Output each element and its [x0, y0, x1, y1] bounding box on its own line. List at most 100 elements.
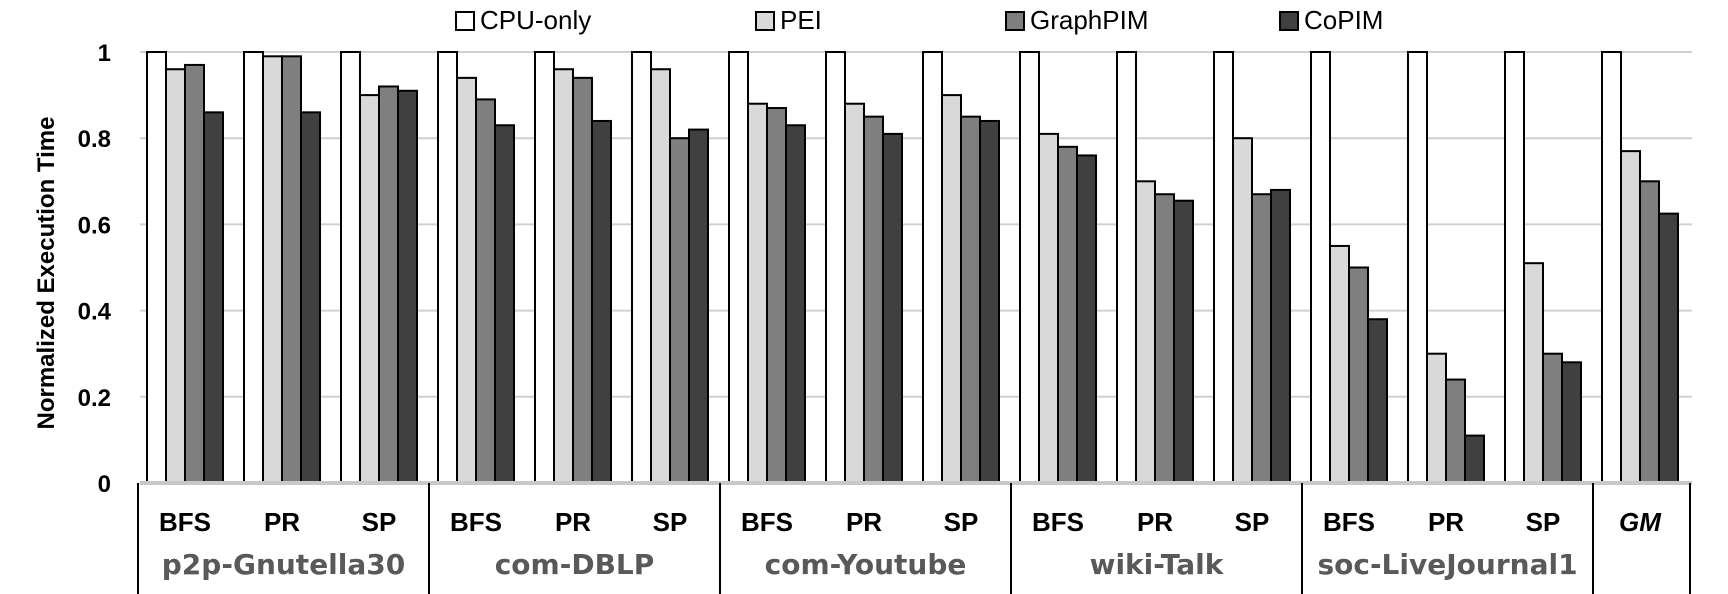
bar-pei-6: [747, 102, 768, 484]
group-label: wiki-Talk: [1090, 548, 1225, 581]
legend-swatch: [455, 11, 475, 31]
group-label: com-DBLP: [495, 548, 655, 581]
bar-pei-4: [553, 68, 574, 485]
bar-copim-3: [494, 124, 515, 485]
bar-copim-6: [785, 124, 806, 485]
x-tick-label: PR: [1137, 507, 1173, 537]
y-tick-label: 0.4: [78, 299, 112, 326]
bar-cpu-only-12: [1310, 51, 1331, 484]
legend-swatch: [755, 11, 775, 31]
x-tick-label: BFS: [1323, 507, 1375, 537]
bar-copim-13: [1464, 434, 1485, 484]
x-tick-label: SP: [653, 507, 688, 537]
bar-graphpim-1: [281, 55, 302, 485]
bar-graphpim-7: [863, 115, 884, 485]
bar-cpu-only-3: [437, 51, 458, 484]
bar-graphpim-9: [1057, 145, 1078, 484]
legend: CPU-only PEI GraphPIM CoPIM: [455, 5, 1383, 35]
bar-graphpim-13: [1445, 378, 1466, 484]
bar-cpu-only-0: [146, 51, 167, 484]
y-tick-label: 1: [98, 40, 111, 67]
bar-copim-2: [397, 89, 418, 484]
legend-label: CoPIM: [1304, 5, 1383, 35]
bar-pei-12: [1329, 244, 1350, 484]
x-category-labels: BFS PR SP BFS PR SP BFS PR SP BFS PR SP BFS PR SP GM: [159, 507, 1662, 537]
bar-pei-8: [941, 94, 962, 484]
group-label: com-Youtube: [765, 548, 967, 581]
bar-graphpim-8: [960, 115, 981, 485]
bars: [146, 51, 1679, 485]
x-axis: [137, 481, 1692, 594]
group-label: p2p-Gnutella30: [162, 548, 405, 581]
x-tick-label: GM: [1619, 507, 1662, 537]
group-labels: p2p-Gnutella30 com-DBLP com-Youtube wiki-Ta…: [162, 548, 1578, 581]
bar-copim-12: [1367, 318, 1388, 484]
bar-graphpim-5: [669, 137, 690, 484]
group-label: soc-LiveJournal1: [1317, 548, 1577, 581]
legend-label: GraphPIM: [1030, 5, 1149, 35]
legend-swatch: [1005, 11, 1025, 31]
bar-pei-5: [650, 68, 671, 485]
legend-swatch: [1279, 11, 1299, 31]
bar-copim-10: [1173, 199, 1194, 484]
bar-copim-0: [203, 111, 224, 484]
x-tick-label: PR: [264, 507, 300, 537]
bar-pei-15: [1620, 150, 1641, 484]
legend-label: PEI: [780, 5, 822, 35]
x-tick-label: PR: [555, 507, 591, 537]
bar-graphpim-0: [184, 63, 205, 485]
bar-cpu-only-5: [631, 51, 652, 484]
bar-copim-11: [1270, 188, 1291, 484]
bar-pei-2: [359, 94, 380, 484]
bar-cpu-only-8: [922, 51, 943, 484]
bar-cpu-only-15: [1601, 51, 1622, 484]
bar-pei-11: [1232, 137, 1253, 484]
bar-cpu-only-13: [1407, 51, 1428, 484]
bar-cpu-only-2: [340, 51, 361, 484]
x-tick-label: SP: [1526, 507, 1561, 537]
y-tick-label: 0.2: [78, 385, 111, 412]
x-tick-label: BFS: [159, 507, 211, 537]
y-tick-label: 0.8: [78, 126, 111, 153]
bar-pei-0: [165, 68, 186, 485]
bar-copim-9: [1076, 154, 1097, 484]
bar-cpu-only-11: [1213, 51, 1234, 484]
bar-copim-1: [300, 111, 321, 484]
x-tick-label: PR: [846, 507, 882, 537]
bar-graphpim-15: [1639, 180, 1660, 485]
bar-pei-14: [1523, 262, 1544, 484]
legend-label: CPU-only: [480, 5, 591, 35]
x-tick-label: SP: [944, 507, 979, 537]
x-tick-label: BFS: [450, 507, 502, 537]
bar-copim-4: [591, 119, 612, 485]
bar-cpu-only-7: [825, 51, 846, 484]
bar-copim-8: [979, 119, 1000, 485]
x-tick-label: PR: [1428, 507, 1464, 537]
bar-pei-10: [1135, 180, 1156, 485]
y-tick-label: 0: [98, 471, 111, 498]
bar-graphpim-2: [378, 85, 399, 484]
bar-graphpim-3: [475, 98, 496, 484]
bar-graphpim-11: [1251, 193, 1272, 484]
bar-cpu-only-14: [1504, 51, 1525, 484]
bar-graphpim-6: [766, 107, 787, 484]
bar-graphpim-14: [1542, 352, 1563, 485]
bar-pei-13: [1426, 352, 1447, 485]
bar-copim-7: [882, 132, 903, 484]
bar-copim-14: [1561, 361, 1582, 485]
x-tick-label: BFS: [1032, 507, 1084, 537]
bar-graphpim-4: [572, 76, 593, 485]
bar-pei-3: [456, 76, 477, 485]
y-axis-label: Normalized Execution Time: [33, 117, 60, 430]
bar-copim-15: [1658, 212, 1679, 484]
bar-pei-1: [262, 55, 283, 485]
bar-cpu-only-1: [243, 51, 264, 484]
bar-cpu-only-6: [728, 51, 749, 484]
bar-graphpim-10: [1154, 193, 1175, 484]
bar-graphpim-12: [1348, 266, 1369, 484]
x-tick-label: SP: [362, 507, 397, 537]
y-tick-label: 0.6: [78, 212, 111, 239]
bar-copim-5: [688, 128, 709, 485]
bar-cpu-only-4: [534, 51, 555, 484]
